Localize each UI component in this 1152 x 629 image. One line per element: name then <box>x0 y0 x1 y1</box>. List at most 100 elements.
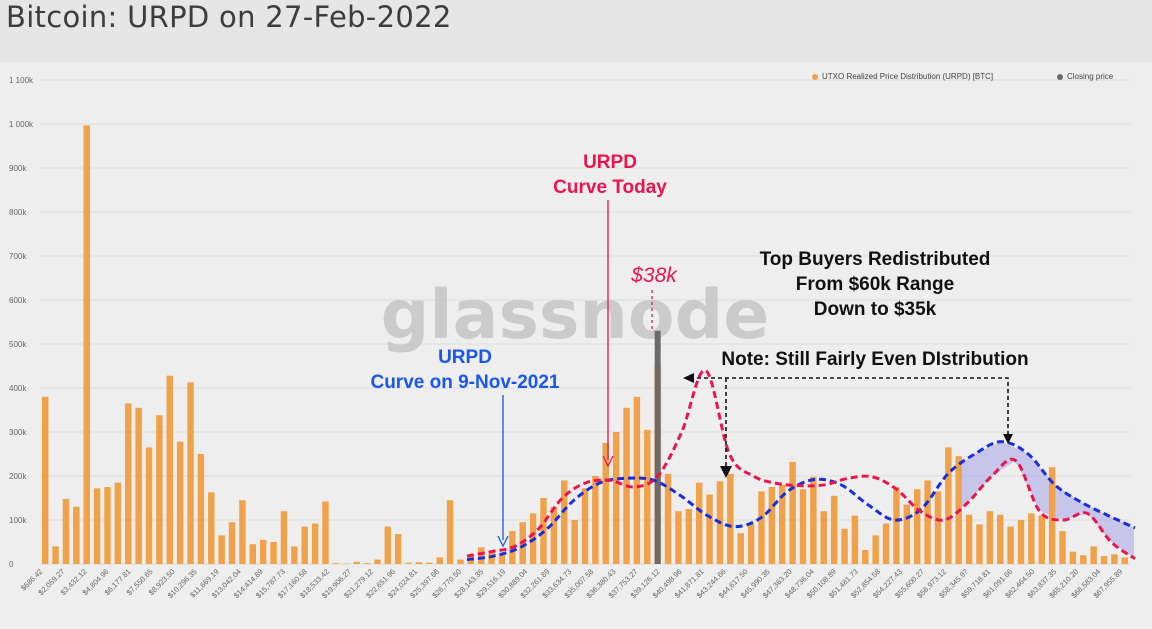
urpd-bar <box>1048 467 1056 564</box>
urpd-bar <box>394 534 402 564</box>
urpd-bar <box>457 559 464 564</box>
urpd-bar <box>913 489 921 564</box>
urpd-bar <box>374 559 381 564</box>
urpd-bar <box>561 480 568 564</box>
urpd-bar <box>353 561 360 564</box>
urpd-bar <box>426 562 433 564</box>
urpd-bar <box>633 396 641 564</box>
urpd-bar <box>1028 513 1035 564</box>
y-tick-label: 300k <box>9 428 27 437</box>
urpd-bar <box>997 514 1004 564</box>
urpd-bar <box>1121 557 1129 564</box>
redistribution-shade <box>962 441 1134 559</box>
top-buyers-annotation: Top Buyers Redistributed From $60k Range… <box>725 247 1025 322</box>
urpd-bar <box>986 511 994 564</box>
y-tick-label: 500k <box>9 340 27 349</box>
urpd-bar <box>872 535 879 564</box>
urpd-today-line1: URPD <box>583 152 637 173</box>
urpd-today-annotation: URPD Curve Today <box>520 150 700 200</box>
urpd-bar <box>270 542 277 564</box>
urpd-today-line2: Curve Today <box>553 177 667 198</box>
urpd-bar <box>1038 515 1045 564</box>
urpd-bar <box>799 489 807 564</box>
top-buyers-line1: Top Buyers Redistributed <box>759 249 991 270</box>
urpd-today-curve <box>466 368 1136 560</box>
urpd-bar <box>934 491 942 564</box>
urpd-bar <box>851 515 859 564</box>
urpd-nov-annotation: URPD Curve on 9-Nov-2021 <box>340 345 590 395</box>
price-tag-38k: $38k <box>631 264 677 287</box>
today-pointer-arrowhead <box>602 455 614 468</box>
urpd-bar <box>695 482 703 564</box>
urpd-bar <box>789 461 796 564</box>
urpd-bar <box>301 526 308 564</box>
urpd-nov-curve <box>466 440 1136 562</box>
urpd-bar <box>685 509 693 564</box>
urpd-nov-line2: Curve on 9-Nov-2021 <box>370 372 560 393</box>
urpd-bar <box>758 491 765 564</box>
urpd-bar <box>145 447 153 564</box>
closing-legend-dot-icon <box>1057 73 1063 80</box>
urpd-bar <box>903 504 911 564</box>
urpd-bar <box>363 563 371 564</box>
urpd-legend-dot-icon <box>812 73 818 80</box>
urpd-bar <box>239 500 246 564</box>
urpd-nov-line1: URPD <box>438 347 492 368</box>
note-arrowhead-right <box>1003 434 1013 444</box>
urpd-bar <box>228 522 236 564</box>
urpd-bar <box>768 487 776 564</box>
urpd-bar <box>893 487 900 564</box>
note-bracket <box>690 377 1009 438</box>
urpd-bar <box>436 557 443 564</box>
note-annotation: Note: Still Fairly Even DIstribution <box>721 349 1029 370</box>
urpd-bar <box>882 523 890 564</box>
urpd-bar <box>664 473 672 564</box>
urpd-bar <box>384 526 391 564</box>
urpd-bar <box>1059 531 1066 564</box>
urpd-bar <box>135 407 142 564</box>
urpd-bar <box>1090 546 1097 564</box>
urpd-bar <box>976 524 983 564</box>
y-tick-label: 400k <box>9 384 27 393</box>
urpd-bar <box>93 488 101 564</box>
urpd-bar <box>405 562 412 564</box>
urpd-bar <box>1069 551 1077 564</box>
y-tick-label: 900k <box>9 164 27 173</box>
urpd-bar <box>612 432 620 564</box>
urpd-bar <box>291 546 298 564</box>
urpd-bar <box>125 403 132 564</box>
urpd-bar <box>1017 520 1025 564</box>
legend-item-urpd[interactable]: UTXO Realized Price Distribution (URPD) … <box>812 72 993 81</box>
top-buyers-line3: Down to $35k <box>813 299 937 320</box>
urpd-bar <box>41 396 49 564</box>
urpd-bar <box>602 443 609 564</box>
legend-label-closing: Closing price <box>1067 72 1114 81</box>
urpd-bar <box>176 441 184 564</box>
urpd-bar <box>166 375 173 564</box>
urpd-bar <box>477 547 485 564</box>
urpd-bar <box>322 501 329 564</box>
urpd-bar <box>187 382 194 564</box>
urpd-bar <box>924 480 931 564</box>
urpd-bar <box>644 429 651 564</box>
y-tick-label: 1 000k <box>9 120 34 129</box>
urpd-bar <box>830 495 838 564</box>
urpd-bar <box>675 511 682 564</box>
urpd-bar <box>415 562 423 564</box>
watermark: glassnode <box>381 276 770 355</box>
urpd-bar <box>550 506 558 564</box>
page-title: Bitcoin: URPD on 27-Feb-2022 <box>6 0 452 34</box>
closing-price-bar <box>654 330 661 564</box>
urpd-bar <box>571 520 578 564</box>
urpd-bar <box>1007 526 1014 564</box>
urpd-bar <box>332 563 340 564</box>
urpd-bar <box>73 506 80 564</box>
nov-pointer-arrowhead <box>497 535 509 548</box>
urpd-bar <box>311 523 319 564</box>
legend-item-closing[interactable]: Closing price <box>1057 72 1113 81</box>
urpd-bar <box>737 533 744 564</box>
urpd-bar <box>218 535 225 564</box>
urpd-bar <box>727 473 734 564</box>
urpd-bar <box>592 476 599 564</box>
